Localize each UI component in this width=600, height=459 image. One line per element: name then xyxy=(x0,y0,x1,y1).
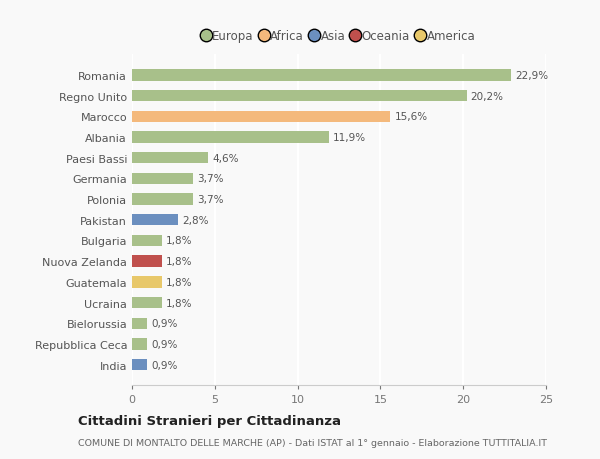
Bar xyxy=(132,297,162,308)
Text: 0,9%: 0,9% xyxy=(151,339,178,349)
Bar xyxy=(132,235,162,246)
Text: 1,8%: 1,8% xyxy=(166,277,193,287)
Bar xyxy=(132,153,208,164)
Text: 20,2%: 20,2% xyxy=(470,91,503,101)
Text: 3,7%: 3,7% xyxy=(197,174,224,184)
Bar xyxy=(132,112,391,123)
Text: 0,9%: 0,9% xyxy=(151,319,178,329)
Text: 3,7%: 3,7% xyxy=(197,195,224,205)
Text: 0,9%: 0,9% xyxy=(151,360,178,370)
Bar xyxy=(132,359,147,370)
Text: 4,6%: 4,6% xyxy=(212,153,239,163)
Text: 1,8%: 1,8% xyxy=(166,298,193,308)
Text: 11,9%: 11,9% xyxy=(333,133,367,143)
Bar xyxy=(132,70,511,81)
Bar xyxy=(132,132,329,143)
Bar xyxy=(132,277,162,288)
Bar xyxy=(132,215,178,226)
Text: 1,8%: 1,8% xyxy=(166,236,193,246)
Text: 15,6%: 15,6% xyxy=(394,112,428,122)
Legend: Europa, Africa, Asia, Oceania, America: Europa, Africa, Asia, Oceania, America xyxy=(200,28,478,45)
Text: Cittadini Stranieri per Cittadinanza: Cittadini Stranieri per Cittadinanza xyxy=(78,414,341,428)
Bar xyxy=(132,174,193,185)
Text: 1,8%: 1,8% xyxy=(166,257,193,267)
Text: COMUNE DI MONTALTO DELLE MARCHE (AP) - Dati ISTAT al 1° gennaio - Elaborazione T: COMUNE DI MONTALTO DELLE MARCHE (AP) - D… xyxy=(78,438,547,447)
Text: 2,8%: 2,8% xyxy=(182,215,209,225)
Bar xyxy=(132,194,193,205)
Bar xyxy=(132,318,147,329)
Bar xyxy=(132,91,467,102)
Text: 22,9%: 22,9% xyxy=(515,71,548,81)
Bar xyxy=(132,339,147,350)
Bar xyxy=(132,256,162,267)
